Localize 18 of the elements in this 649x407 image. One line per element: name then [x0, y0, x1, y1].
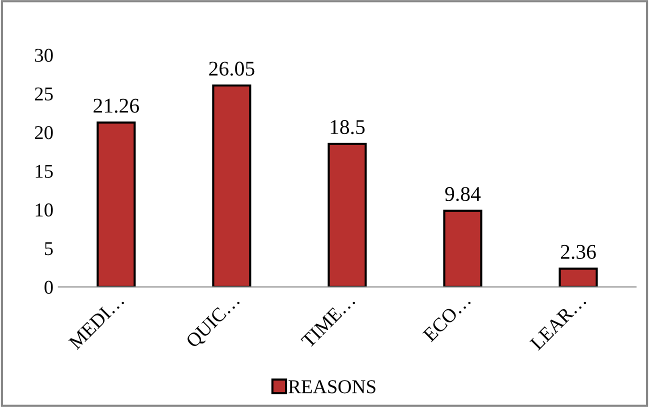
data-label: 9.84 [445, 186, 481, 202]
data-label: 26.05 [209, 62, 254, 76]
y-tick-label: 5 [44, 242, 53, 256]
bar [443, 210, 482, 287]
y-tick-label: 30 [35, 48, 53, 62]
bar [328, 142, 367, 287]
bar [212, 84, 252, 287]
data-label: 18.5 [330, 120, 365, 134]
bar [558, 268, 598, 287]
y-tick-label: 15 [36, 164, 53, 178]
y-tick-label: 25 [34, 87, 53, 101]
data-label: 2.36 [560, 244, 596, 259]
data-label: 21.26 [94, 98, 139, 113]
bar [96, 121, 136, 287]
y-tick-label: 0 [44, 280, 53, 294]
y-tick-label: 10 [36, 203, 53, 217]
y-tick-label: 20 [34, 126, 53, 140]
legend-label: REASONS [288, 380, 376, 394]
